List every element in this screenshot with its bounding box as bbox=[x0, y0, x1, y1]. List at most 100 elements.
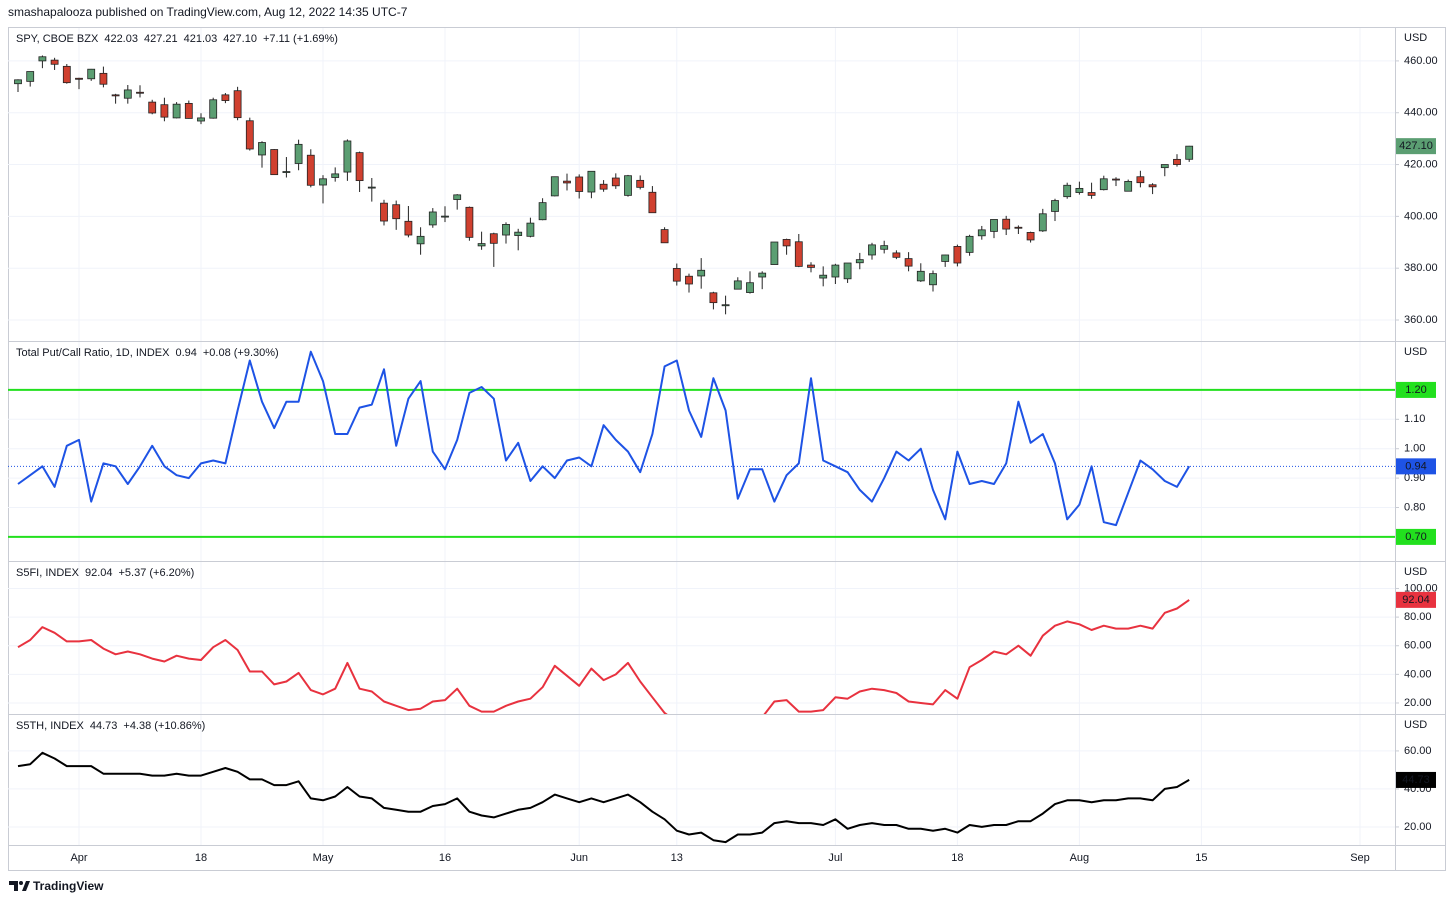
candle-body bbox=[148, 101, 157, 114]
level-label-box bbox=[1396, 381, 1436, 398]
candle-body bbox=[282, 171, 291, 173]
y-tick-label: 20.00 bbox=[1404, 821, 1432, 833]
y-tick-label: 1.10 bbox=[1404, 413, 1425, 425]
axis-unit: USD bbox=[1404, 346, 1427, 358]
x-tick-label: 16 bbox=[439, 852, 451, 864]
y-tick-label: 400.00 bbox=[1404, 210, 1438, 222]
candle-body bbox=[575, 176, 584, 192]
candle-body bbox=[953, 246, 962, 264]
x-tick-label: May bbox=[313, 852, 334, 864]
candle-body bbox=[233, 90, 242, 119]
last-price-label: 427.10 bbox=[1399, 140, 1433, 152]
candle-body bbox=[38, 56, 47, 62]
candle-body bbox=[428, 211, 437, 226]
legend-title: S5FI, INDEX bbox=[16, 567, 80, 579]
candle-body bbox=[831, 264, 840, 278]
candle-body bbox=[929, 273, 937, 286]
candle-body bbox=[209, 99, 218, 119]
legend-change: +7.11 (+1.69%) bbox=[263, 33, 338, 45]
y-tick-label: 440.00 bbox=[1404, 107, 1438, 119]
candle-body bbox=[1136, 176, 1145, 184]
candle-body bbox=[611, 177, 620, 187]
candle-body bbox=[672, 268, 681, 282]
last-value-label: 44.73 bbox=[1402, 774, 1430, 786]
x-tick-label: 18 bbox=[951, 852, 963, 864]
legend-value: 427.10 bbox=[223, 33, 257, 45]
level-label: 1.20 bbox=[1405, 384, 1426, 396]
axis-unit: USD bbox=[1404, 719, 1427, 731]
candle-body bbox=[1160, 164, 1169, 169]
candle-body bbox=[880, 245, 889, 250]
candle-body bbox=[904, 258, 913, 267]
candle-body bbox=[990, 219, 998, 232]
x-tick-label: Jul bbox=[828, 852, 842, 864]
candle-body bbox=[392, 204, 401, 220]
candle-body bbox=[1063, 184, 1072, 198]
candle-body bbox=[404, 220, 413, 236]
candle-body bbox=[1002, 218, 1011, 230]
last-value-label: 0.94 bbox=[1405, 460, 1426, 472]
series-line bbox=[17, 751, 1190, 844]
publish-header: smashapalooza published on TradingView.c… bbox=[8, 5, 408, 19]
candle-body bbox=[843, 262, 852, 280]
candle-body bbox=[477, 243, 486, 247]
candle-body bbox=[807, 264, 815, 268]
x-tick-label: Sep bbox=[1350, 852, 1370, 864]
legend-value: 427.21 bbox=[144, 33, 178, 45]
candle-body bbox=[819, 274, 828, 279]
x-tick-label: Apr bbox=[70, 852, 87, 864]
legend-value: 44.73 bbox=[90, 720, 118, 732]
candle-body bbox=[965, 235, 974, 253]
candle-body bbox=[306, 154, 315, 186]
candle-body bbox=[258, 142, 266, 156]
candle-body bbox=[1112, 178, 1120, 181]
candle-body bbox=[1099, 178, 1108, 191]
candle-body bbox=[416, 235, 425, 245]
candle-body bbox=[1185, 145, 1194, 160]
legend-title: S5TH, INDEX bbox=[16, 720, 85, 732]
candle-body bbox=[1173, 158, 1181, 165]
legend-value: 92.04 bbox=[85, 567, 113, 579]
candle-body bbox=[270, 149, 279, 176]
x-tick-label: Aug bbox=[1070, 852, 1090, 864]
candle-body bbox=[367, 186, 376, 189]
candle-body bbox=[245, 120, 254, 150]
candle-body bbox=[160, 104, 169, 118]
candle-body bbox=[1026, 232, 1035, 241]
candle-body bbox=[197, 117, 205, 122]
last-value-box bbox=[1396, 591, 1436, 608]
candle-body bbox=[709, 292, 718, 304]
candle-body bbox=[502, 224, 510, 236]
axis-unit: USD bbox=[1404, 566, 1427, 578]
candle-body bbox=[26, 71, 35, 82]
y-tick-label: 360.00 bbox=[1404, 314, 1438, 326]
candle-body bbox=[697, 269, 706, 277]
legend-value: 421.03 bbox=[184, 33, 218, 45]
legend-value: 422.03 bbox=[104, 33, 138, 45]
candle-body bbox=[746, 282, 754, 293]
y-tick-label: 0.90 bbox=[1404, 472, 1425, 484]
pane bbox=[8, 342, 1395, 561]
candle-body bbox=[355, 152, 364, 182]
candle-body bbox=[514, 231, 523, 236]
candle-body bbox=[294, 143, 303, 164]
y-tick-label: 0.80 bbox=[1404, 501, 1425, 513]
y-tick-label: 100.00 bbox=[1404, 582, 1438, 594]
pane bbox=[8, 715, 1395, 845]
candle-body bbox=[87, 68, 96, 80]
level-label: 0.70 bbox=[1405, 531, 1426, 543]
last-price-box bbox=[1396, 138, 1436, 155]
candle-body bbox=[563, 180, 571, 184]
candle-body bbox=[331, 173, 340, 178]
y-tick-label: 460.00 bbox=[1404, 55, 1438, 67]
candle-body bbox=[111, 94, 120, 97]
y-tick-label: 380.00 bbox=[1404, 262, 1438, 274]
y-tick-label: 1.00 bbox=[1404, 443, 1425, 455]
last-value-box bbox=[1396, 458, 1436, 475]
y-tick-label: 60.00 bbox=[1404, 640, 1432, 652]
pane bbox=[8, 28, 1395, 341]
candle-body bbox=[538, 202, 547, 221]
candle-body bbox=[62, 65, 71, 84]
candle-body bbox=[892, 252, 901, 258]
candle-body bbox=[75, 77, 83, 80]
